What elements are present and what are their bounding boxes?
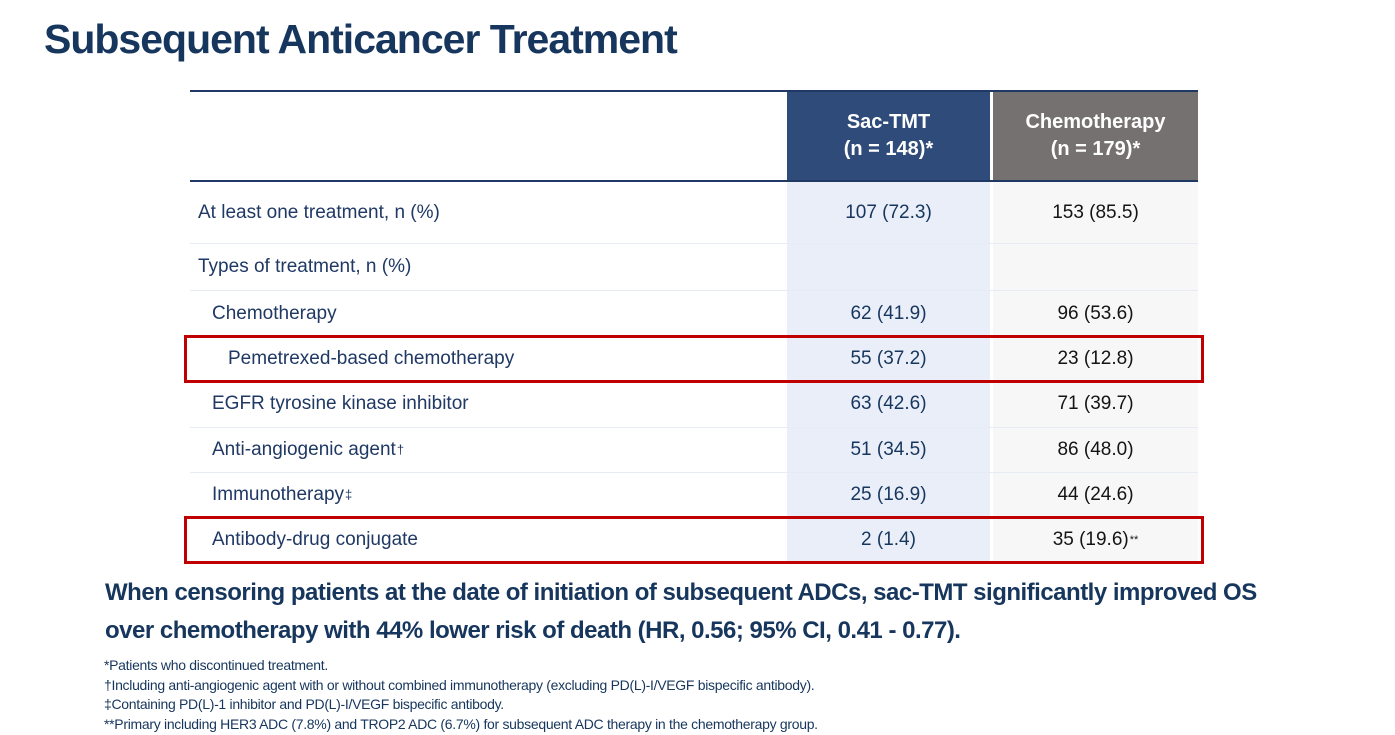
chemotherapy-value: 23 (12.8) xyxy=(990,337,1198,380)
sac-tmt-value: 62 (41.9) xyxy=(787,291,990,336)
key-finding-line-1: When censoring patients at the date of i… xyxy=(105,579,1257,606)
row-label: Antibody-drug conjugate xyxy=(190,518,787,561)
sac-tmt-value: 25 (16.9) xyxy=(787,473,990,517)
sac-tmt-value: 2 (1.4) xyxy=(787,518,990,561)
table-row: Pemetrexed-based chemotherapy 55 (37.2) 23… xyxy=(190,336,1198,380)
chemotherapy-value: 35 (19.6) ** xyxy=(990,518,1198,561)
column-header-chemotherapy-name: Chemotherapy xyxy=(1025,111,1166,133)
key-finding-statement: When censoring patients at the date of i… xyxy=(105,574,1355,650)
sac-tmt-value: 63 (42.6) xyxy=(787,381,990,427)
table-body: At least one treatment, n (%) 107 (72.3) 1… xyxy=(190,182,1198,561)
column-header-sac-tmt-name: Sac-TMT xyxy=(846,111,931,133)
table-row: Anti-angiogenic agent † 51 (34.5) 86 (48.0) xyxy=(190,427,1198,472)
page-title: Subsequent Anticancer Treatment xyxy=(44,16,678,62)
subsequent-treatment-table: Sac-TMT (n = 148)* Chemotherapy (n = 179… xyxy=(184,90,1204,564)
table-row: Chemotherapy 62 (41.9) 96 (53.6) xyxy=(190,290,1198,336)
footnote-double-asterisk: **Primary including HER3 ADC (7.8%) and … xyxy=(104,715,818,732)
row-label: At least one treatment, n (%) xyxy=(190,182,787,243)
footnote-dagger: †Including anti-angiogenic agent with or… xyxy=(104,676,815,693)
table-row: Types of treatment, n (%) xyxy=(190,243,1198,290)
column-header-chemotherapy: Chemotherapy (n = 179)* xyxy=(990,92,1198,180)
sac-tmt-value: 55 (37.2) xyxy=(787,337,990,380)
footnote-asterisk: *Patients who discontinued treatment. xyxy=(104,657,328,673)
chemotherapy-value xyxy=(990,244,1198,290)
table-header-row: Sac-TMT (n = 148)* Chemotherapy (n = 179… xyxy=(190,92,1198,182)
row-label: EGFR tyrosine kinase inhibitor xyxy=(190,381,787,427)
key-finding-line-2: over chemotherapy with 44% lower risk of… xyxy=(105,617,961,644)
table-corner-cell xyxy=(190,92,787,180)
chemotherapy-value: 71 (39.7) xyxy=(990,381,1198,427)
sac-tmt-value xyxy=(787,244,990,290)
column-header-chemotherapy-n: (n = 179)* xyxy=(1050,138,1141,160)
table-row: Immunotherapy ‡ 25 (16.9) 44 (24.6) xyxy=(190,472,1198,517)
footnote-double-dagger: ‡Containing PD(L)-1 inhibitor and PD(L)-… xyxy=(104,696,504,712)
table-row: At least one treatment, n (%) 107 (72.3) 1… xyxy=(190,182,1198,243)
chemotherapy-value: 44 (24.6) xyxy=(990,473,1198,517)
row-label: Immunotherapy ‡ xyxy=(190,473,787,517)
table-row: EGFR tyrosine kinase inhibitor 63 (42.6) 7… xyxy=(190,380,1198,427)
sac-tmt-value: 107 (72.3) xyxy=(787,182,990,243)
row-label: Chemotherapy xyxy=(190,291,787,336)
chemotherapy-value: 86 (48.0) xyxy=(990,428,1198,472)
chemotherapy-value: 153 (85.5) xyxy=(990,182,1198,243)
row-label: Pemetrexed-based chemotherapy xyxy=(190,337,787,380)
row-label: Types of treatment, n (%) xyxy=(190,244,787,290)
table-row: Antibody-drug conjugate 2 (1.4) 35 (19.6) *… xyxy=(190,517,1198,561)
footnotes: *Patients who discontinued treatment. †I… xyxy=(104,656,818,734)
sac-tmt-value: 51 (34.5) xyxy=(787,428,990,472)
row-label: Anti-angiogenic agent † xyxy=(190,428,787,472)
column-header-sac-tmt-n: (n = 148)* xyxy=(843,138,934,160)
column-header-sac-tmt: Sac-TMT (n = 148)* xyxy=(787,92,990,180)
chemotherapy-value: 96 (53.6) xyxy=(990,291,1198,336)
